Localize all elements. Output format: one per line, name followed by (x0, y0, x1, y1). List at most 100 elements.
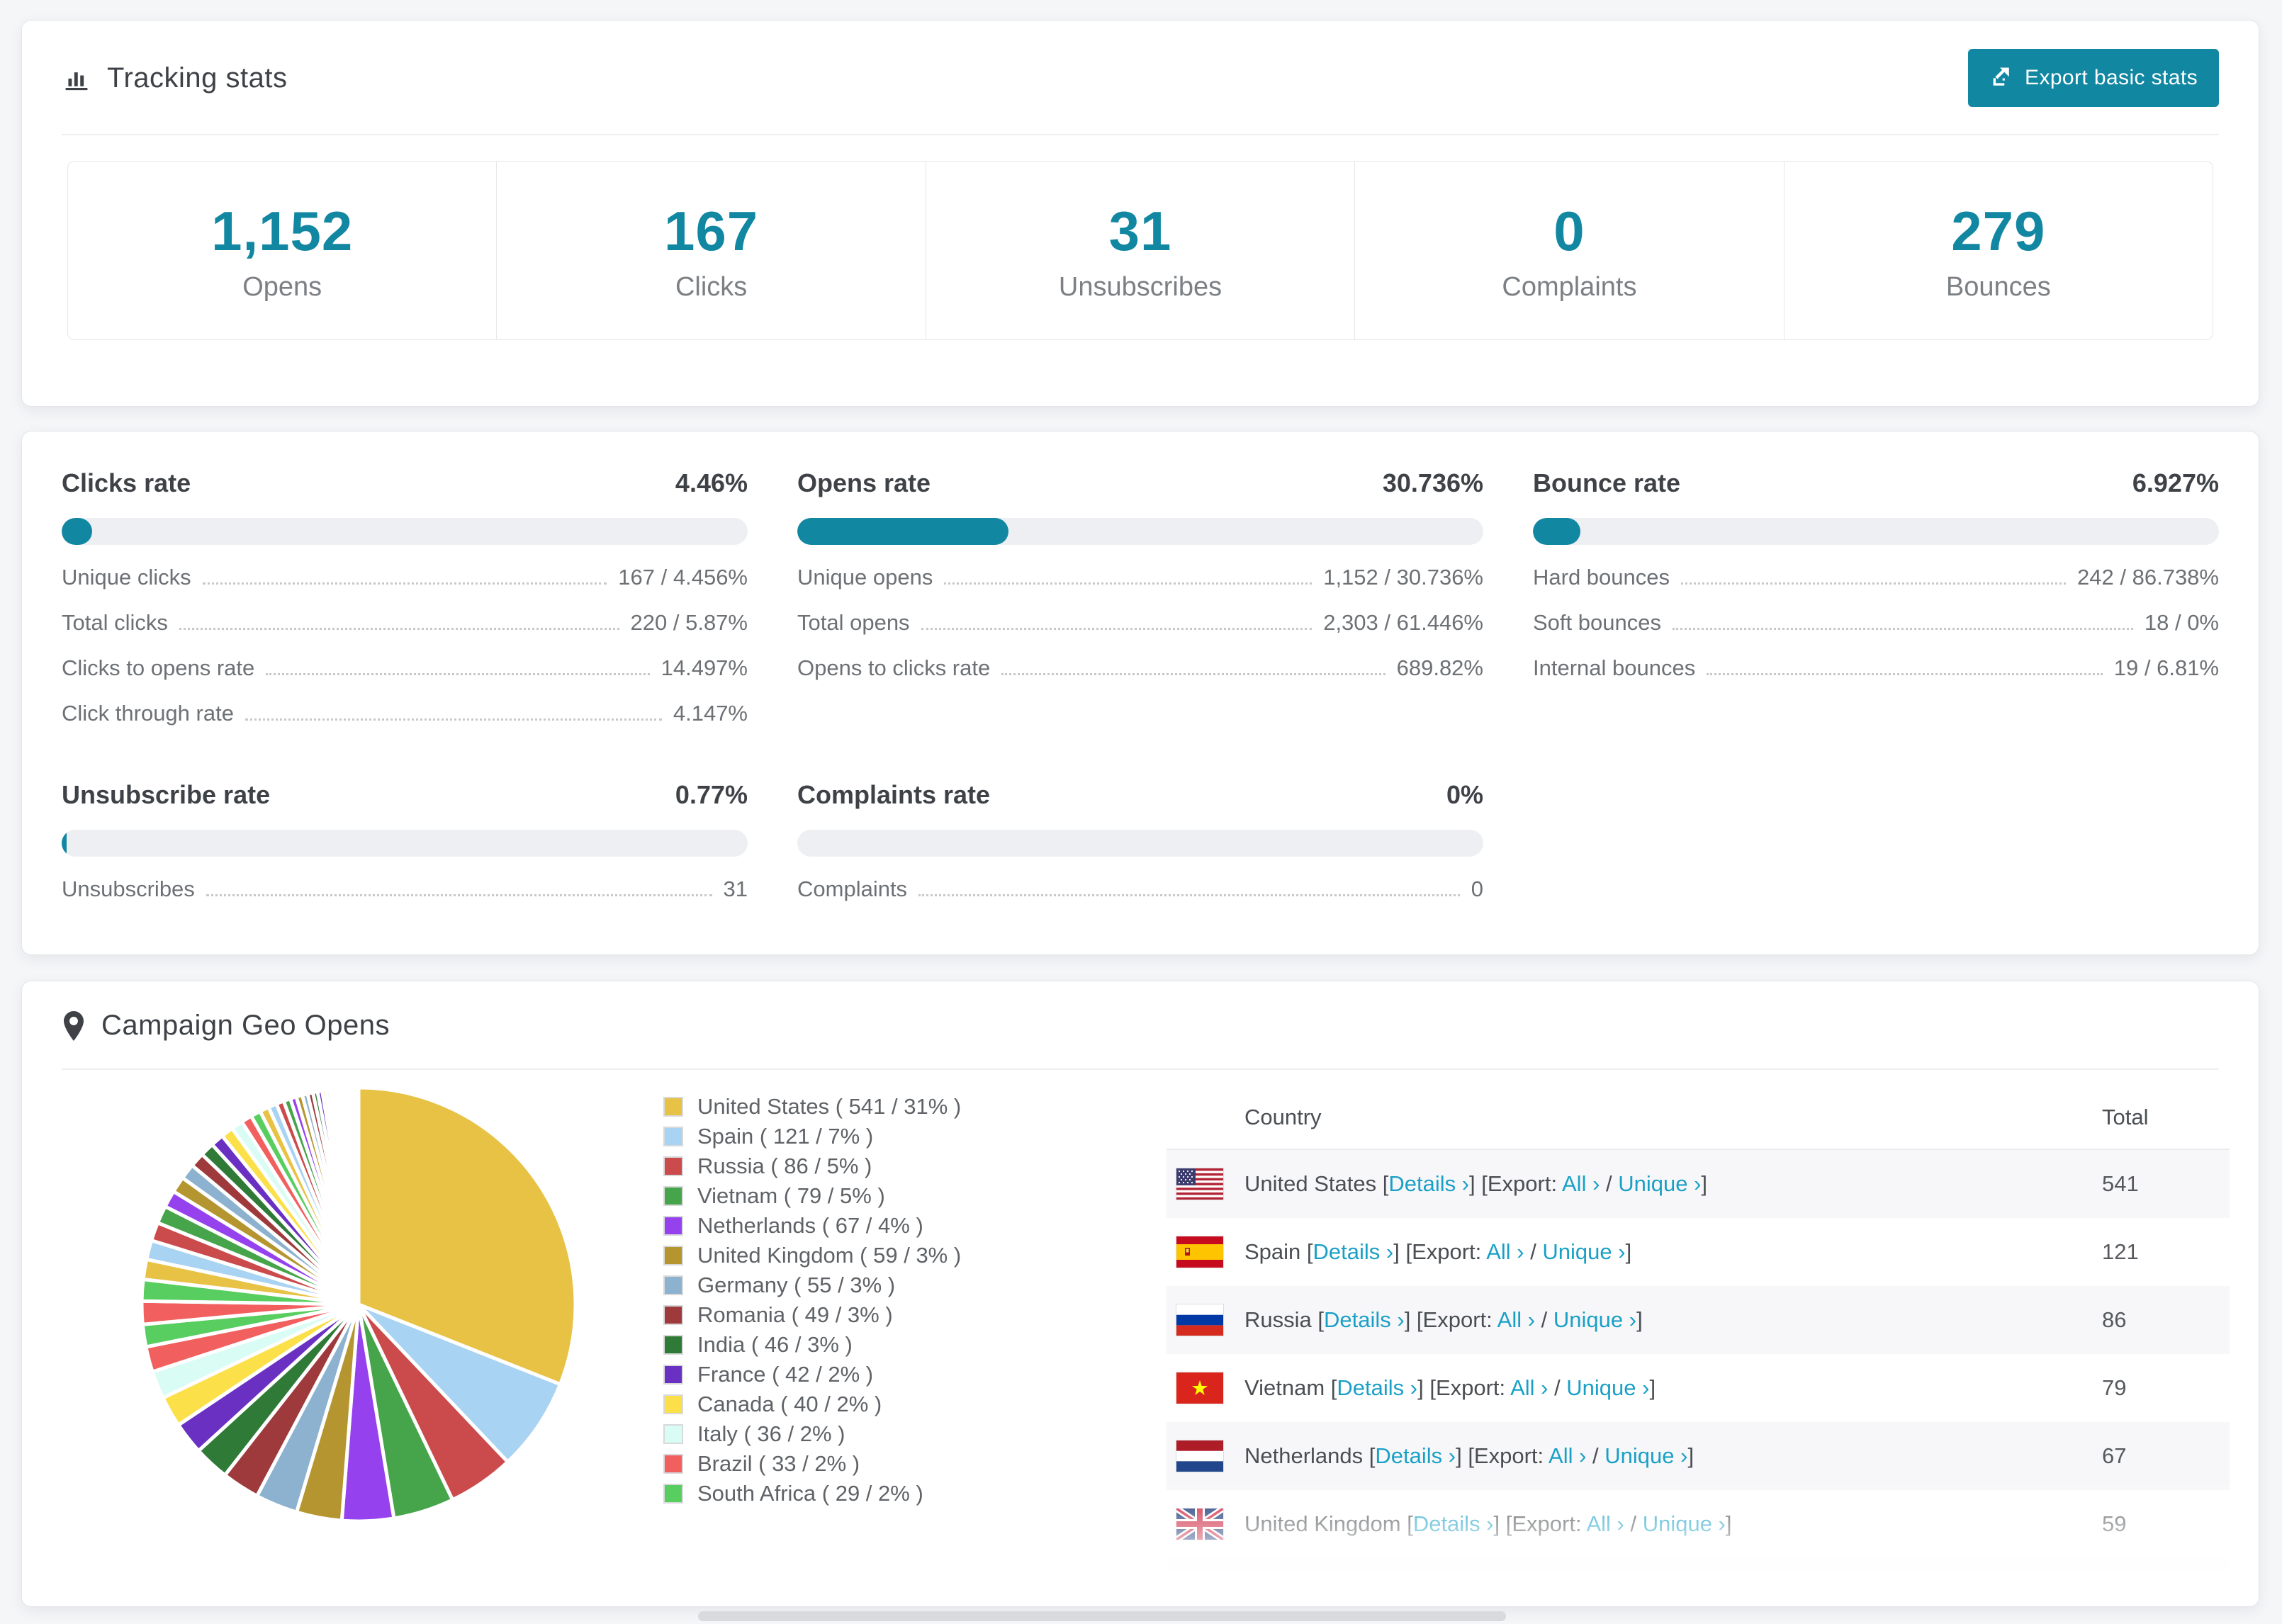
country-name: Spain (1244, 1239, 1301, 1264)
rate-detail-label: Internal bounces (1533, 655, 1696, 680)
legend-label: Netherlands ( 67 / 4% ) (697, 1213, 923, 1238)
country-name: Netherlands (1244, 1443, 1364, 1468)
legend-label: United Kingdom ( 59 / 3% ) (697, 1243, 962, 1268)
horizontal-scrollbar-thumb[interactable] (698, 1611, 1506, 1621)
rate-detail-label: Total clicks (62, 610, 168, 635)
rate-detail-row: Total opens 2,303 / 61.446% (797, 610, 1483, 636)
rate-detail-row: Hard bounces 242 / 86.738% (1533, 565, 2219, 590)
geo-title-row: Campaign Geo Opens (62, 1010, 390, 1042)
rate-detail-label: Complaints (797, 876, 908, 901)
column-header-total: Total (2102, 1105, 2149, 1129)
legend-item: Germany ( 55 / 3% ) (663, 1270, 961, 1300)
details-link[interactable]: Details › (1375, 1443, 1456, 1468)
bar-chart-icon (62, 63, 91, 93)
rate-detail-label: Unsubscribes (62, 876, 195, 901)
legend-label: United States ( 541 / 31% ) (697, 1094, 962, 1119)
stat-unsubscribes: 31 Unsubscribes (925, 162, 1354, 339)
export-all-link[interactable]: All › (1562, 1171, 1600, 1196)
complaints-rate-section: Complaints rate 0% Complaints 0 (797, 780, 1483, 902)
export-all-link[interactable]: All › (1486, 1239, 1524, 1264)
country-name: United States (1244, 1171, 1377, 1196)
legend-swatch (663, 1186, 683, 1206)
export-unique-link[interactable]: Unique › (1604, 1443, 1688, 1468)
export-all-link[interactable]: All › (1586, 1511, 1624, 1536)
dotted-leader (206, 894, 712, 896)
pie-slice[interactable] (356, 1302, 562, 1464)
rate-detail-label: Total opens (797, 610, 910, 635)
tracking-stats-title-row: Tracking stats (62, 62, 287, 94)
rate-detail-value: 0 (1471, 876, 1483, 901)
rate-detail-value: 14.497% (661, 655, 748, 680)
table-row: Russia [Details ›] [Export: All › / Uniq… (1167, 1286, 2230, 1354)
tracking-stats-card: Tracking stats Export basic stats 1,152 … (21, 20, 2259, 407)
stat-bounces: 279 Bounces (1783, 162, 2213, 339)
legend-label: Vietnam ( 79 / 5% ) (697, 1183, 885, 1208)
rate-detail-value: 4.147% (673, 701, 748, 726)
country-flag-icon (1176, 1509, 1223, 1540)
rate-detail-row: Total clicks 220 / 5.87% (62, 610, 748, 636)
table-row: United States [Details ›] [Export: All ›… (1167, 1150, 2230, 1218)
rate-detail-row: Opens to clicks rate 689.82% (797, 655, 1483, 681)
export-unique-link[interactable]: Unique › (1553, 1307, 1637, 1332)
details-link[interactable]: Details › (1337, 1375, 1418, 1400)
country-cell: Russia [Details ›] [Export: All › / Uniq… (1244, 1307, 1643, 1332)
details-link[interactable]: Details › (1412, 1511, 1494, 1536)
export-unique-link[interactable]: Unique › (1542, 1239, 1626, 1264)
export-unique-link[interactable]: Unique › (1642, 1511, 1726, 1536)
details-link[interactable]: Details › (1313, 1239, 1394, 1264)
table-row-partial (1167, 1558, 2230, 1606)
rate-detail-row: Click through rate 4.147% (62, 701, 748, 726)
legend-label: South Africa ( 29 / 2% ) (697, 1481, 923, 1506)
country-name: Vietnam (1244, 1375, 1325, 1400)
details-link[interactable]: Details › (1388, 1171, 1470, 1196)
export-unique-link[interactable]: Unique › (1566, 1375, 1650, 1400)
rate-detail-row: Unique clicks 167 / 4.456% (62, 565, 748, 590)
clicks-rate-progressbar (62, 518, 748, 545)
dotted-leader (1707, 673, 2103, 675)
unsubscribe-rate-section: Unsubscribe rate 0.77% Unsubscribes 31 (62, 780, 748, 902)
pie-slice[interactable] (356, 1086, 578, 1387)
location-pin-icon (62, 1010, 86, 1041)
legend-swatch (663, 1335, 683, 1355)
legend-label: France ( 42 / 2% ) (697, 1362, 874, 1387)
total-cell: 121 (2102, 1239, 2139, 1264)
rate-detail-value: 167 / 4.456% (618, 565, 748, 590)
table-row: Spain [Details ›] [Export: All › / Uniqu… (1167, 1218, 2230, 1286)
rate-detail-label: Opens to clicks rate (797, 655, 991, 680)
export-basic-stats-button[interactable]: Export basic stats (1968, 49, 2219, 107)
geo-country-table: Country Total United States [Details ›] … (1167, 1081, 2230, 1606)
rate-detail-row: Unsubscribes 31 (62, 876, 748, 902)
legend-item: Brazil ( 33 / 2% ) (663, 1449, 961, 1479)
country-flag-icon (1176, 1372, 1223, 1404)
bounce-rate-progressbar (1533, 518, 2219, 545)
rate-detail-value: 2,303 / 61.446% (1323, 610, 1483, 635)
export-unique-link[interactable]: Unique › (1618, 1171, 1702, 1196)
rate-detail-value: 242 / 86.738% (2077, 565, 2219, 590)
legend-item: Russia ( 86 / 5% ) (663, 1151, 961, 1181)
rate-detail-row: Complaints 0 (797, 876, 1483, 902)
rate-detail-label: Hard bounces (1533, 565, 1670, 590)
country-cell: Netherlands [Details ›] [Export: All › /… (1244, 1443, 1694, 1468)
country-flag-icon (1176, 1577, 1223, 1606)
dotted-leader (1001, 673, 1386, 675)
legend-item: Netherlands ( 67 / 4% ) (663, 1211, 961, 1241)
export-all-link[interactable]: All › (1510, 1375, 1548, 1400)
rate-detail-label: Clicks to opens rate (62, 655, 255, 680)
legend-item: United Kingdom ( 59 / 3% ) (663, 1241, 961, 1270)
campaign-geo-opens-card: Campaign Geo Opens United States ( 541 /… (21, 981, 2259, 1607)
total-cell: 86 (2102, 1307, 2127, 1332)
legend-swatch (663, 1246, 683, 1265)
details-link[interactable]: Details › (1324, 1307, 1405, 1332)
total-cell: 59 (2102, 1511, 2127, 1536)
rate-detail-label: Click through rate (62, 701, 234, 726)
country-cell: Vietnam [Details ›] [Export: All › / Uni… (1244, 1375, 1656, 1400)
dotted-leader (921, 628, 1313, 630)
export-all-link[interactable]: All › (1497, 1307, 1536, 1332)
country-cell: Spain [Details ›] [Export: All › / Uniqu… (1244, 1239, 1632, 1264)
rate-detail-row: Clicks to opens rate 14.497% (62, 655, 748, 681)
export-all-link[interactable]: All › (1548, 1443, 1587, 1468)
pie-slice[interactable] (356, 1086, 361, 1307)
geo-section-title: Campaign Geo Opens (101, 1010, 390, 1041)
legend-item: France ( 42 / 2% ) (663, 1360, 961, 1389)
header-divider (62, 134, 2219, 135)
